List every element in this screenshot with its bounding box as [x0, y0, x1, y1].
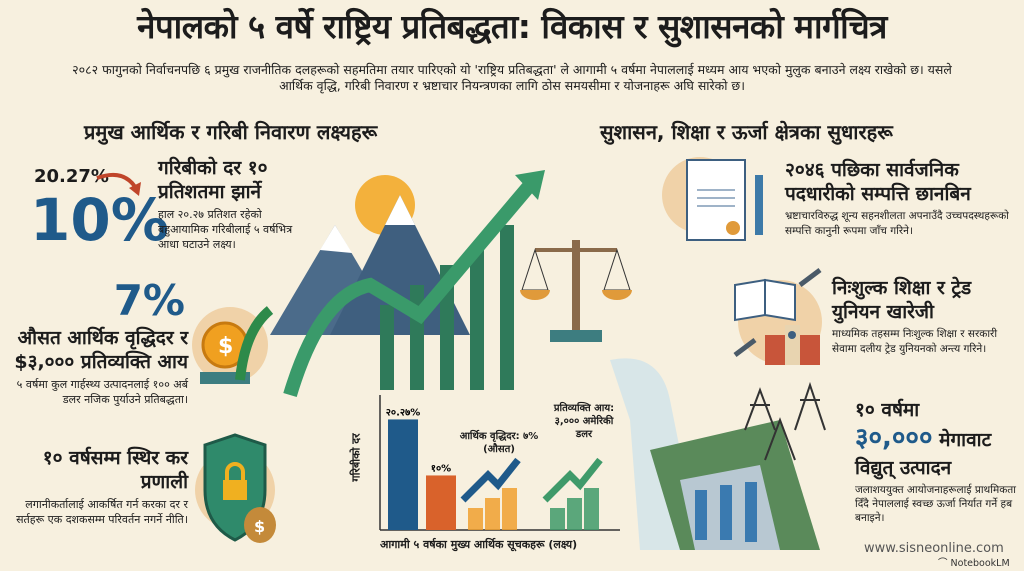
- bar-0: [388, 419, 418, 530]
- svg-text:$: $: [218, 334, 233, 359]
- bar-label-1: १०%: [431, 463, 451, 474]
- energy-body: जलाशययुक्त आयोजनाहरूलाई प्राथमिकता दिँदै…: [855, 484, 1017, 524]
- tax-body: लगानीकर्तालाई आकर्षित गर्न करका दर र सर्…: [16, 498, 188, 526]
- chart-y-label: गरिबीको दर: [349, 433, 363, 482]
- growth-body: ५ वर्षमा कुल गार्हस्थ्य उत्पादनलाई १०० अ…: [16, 378, 188, 406]
- trend-arrow: [460, 457, 521, 503]
- energy-unit: मेगावाट: [939, 429, 992, 451]
- scales-dam-illustration: [520, 240, 826, 550]
- page-header: नेपालको ५ वर्षे राष्ट्रिय प्रतिबद्धता: व…: [40, 6, 984, 94]
- assets-body: भ्रष्टाचारविरुद्ध शून्य सहनशीलता अपनाउँद…: [785, 210, 1009, 237]
- growth-text: औसत आर्थिक वृद्धिदर र $३,००० प्रतिव्यक्त…: [0, 326, 188, 407]
- energy-target: ३०,००० मेगावाट: [855, 422, 1023, 456]
- energy-line1: १० वर्षमा: [855, 399, 920, 421]
- trend-bar: [468, 508, 483, 530]
- right-section-heading: सुशासन, शिक्षा र ऊर्जा क्षेत्रका सुधारहर…: [600, 120, 893, 144]
- notebooklm-icon: ⌒: [938, 558, 951, 569]
- tax-text: १० वर्षसम्म स्थिर कर प्रणाली लगानीकर्ताल…: [10, 446, 188, 527]
- education-title: निःशुल्क शिक्षा र ट्रेड युनियन खारेजी: [832, 277, 972, 323]
- tax-title: १० वर्षसम्म स्थिर कर प्रणाली: [42, 447, 188, 493]
- mountain-growth-illustration: [270, 170, 545, 398]
- chart-x-label: आगामी ५ वर्षका मुख्य आर्थिक सूचकहरू (लक्…: [380, 538, 578, 551]
- energy-text: १० वर्षमा ३०,००० मेगावाट विद्युत् उत्पाद…: [855, 398, 1023, 525]
- income-annotation: प्रतिव्यक्ति आय: ३,००० अमेरिकी डलर: [553, 403, 615, 440]
- education-text: निःशुल्क शिक्षा र ट्रेड युनियन खारेजी मा…: [832, 276, 1017, 357]
- trend-bar: [485, 498, 500, 530]
- trend-bar: [550, 508, 565, 530]
- growth-title: औसत आर्थिक वृद्धिदर र $३,००० प्रतिव्यक्त…: [14, 327, 188, 373]
- energy-line3: विद्युत् उत्पादन: [855, 457, 952, 479]
- energy-value: ३०,०००: [855, 423, 933, 453]
- coin-growth-icon: $: [192, 306, 274, 384]
- svg-text:$: $: [254, 517, 265, 536]
- poverty-target-value: 10%: [30, 186, 169, 254]
- poverty-body: हाल २०.२७ प्रतिशत रहेको बहुआयामिक गरिबील…: [158, 208, 293, 251]
- trend-bar: [502, 488, 517, 530]
- indicator-chart: २०.२७% १०% गरिबीको दर आगामी ५ वर्षका मुख्…: [340, 390, 625, 555]
- notebooklm-logo: ⌒ NotebookLM: [938, 558, 1010, 570]
- assets-title: २०४६ पछिका सार्वजनिक पदधारीको सम्पत्ति छ…: [785, 159, 971, 205]
- book-school-icon: [733, 268, 822, 365]
- assets-text: २०४६ पछिका सार्वजनिक पदधारीको सम्पत्ति छ…: [785, 158, 1015, 239]
- website-watermark: www.sisneonline.com: [864, 541, 1004, 556]
- left-section-heading: प्रमुख आर्थिक र गरिबी निवारण लक्ष्यहरू: [84, 120, 378, 144]
- intro-text: २०८२ फागुनको निर्वाचनपछि ६ प्रमुख राजनीत…: [72, 62, 952, 93]
- brand-label: NotebookLM: [950, 558, 1010, 569]
- page-title: नेपालको ५ वर्षे राष्ट्रिय प्रतिबद्धता: व…: [137, 7, 887, 46]
- bar-1: [426, 475, 456, 530]
- poverty-text: गरिबीको दर १० प्रतिशतमा झार्ने हाल २०.२७…: [158, 156, 308, 252]
- growth-annotation: आर्थिक वृद्धिदर: ७% (औसत): [459, 431, 539, 455]
- poverty-current-value: 20.27%: [34, 166, 109, 187]
- asset-document-icon: [662, 157, 763, 241]
- shield-lock-icon: $: [195, 433, 276, 543]
- decrease-arrow-icon: [96, 173, 141, 196]
- growth-value: 7%: [113, 276, 185, 325]
- poverty-title: गरिबीको दर १० प्रतिशतमा झार्ने: [158, 157, 268, 203]
- trend-arrow: [542, 457, 603, 503]
- trend-bar: [567, 498, 582, 530]
- trend-bar: [584, 488, 599, 530]
- education-body: माध्यमिक तहसम्म निःशुल्क शिक्षा र सरकारी…: [832, 328, 998, 355]
- bar-label-0: २०.२७%: [386, 407, 421, 418]
